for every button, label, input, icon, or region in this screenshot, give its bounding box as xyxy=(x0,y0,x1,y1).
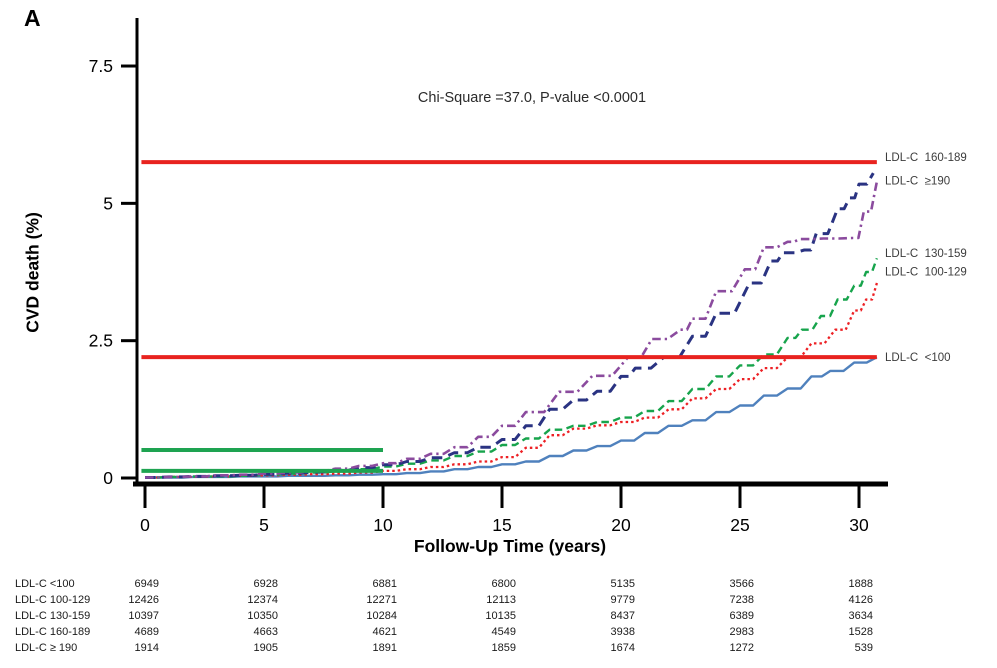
y-tick-label: 5 xyxy=(103,193,113,213)
risk-count: 5135 xyxy=(611,578,635,590)
risk-count: 1272 xyxy=(730,642,754,654)
x-tick-label: 20 xyxy=(611,515,631,535)
risk-count: 10397 xyxy=(128,610,159,622)
curve-label: LDL-C 130-159 xyxy=(885,248,967,260)
risk-count: 12426 xyxy=(128,594,159,606)
y-axis-title: CVD death (%) xyxy=(22,212,43,333)
risk-count: 3566 xyxy=(730,578,754,590)
risk-count: 12271 xyxy=(366,594,397,606)
x-tick-label: 5 xyxy=(259,515,269,535)
risk-count: 1674 xyxy=(611,642,635,654)
risk-count: 4549 xyxy=(492,626,516,638)
risk-count: 2983 xyxy=(730,626,754,638)
x-tick-label: 0 xyxy=(140,515,150,535)
risk-count: 10135 xyxy=(485,610,516,622)
x-tick-label: 15 xyxy=(492,515,511,535)
risk-count: 3938 xyxy=(611,626,635,638)
x-axis-title: Follow-Up Time (years) xyxy=(413,536,607,556)
risk-count: 1859 xyxy=(492,642,516,654)
risk-count: 3634 xyxy=(849,610,873,622)
risk-row-label: LDL-C <100 xyxy=(15,578,75,590)
x-tick-label: 10 xyxy=(373,515,393,535)
risk-count: 6800 xyxy=(492,578,516,590)
risk-row-label: LDL-C 100-129 xyxy=(15,594,90,606)
risk-row-label: LDL-C ≥ 190 xyxy=(15,642,77,654)
risk-count: 4126 xyxy=(849,594,873,606)
y-tick-label: 0 xyxy=(103,468,113,488)
risk-count: 7238 xyxy=(730,594,754,606)
risk-count: 6389 xyxy=(730,610,754,622)
panel-label: A xyxy=(24,5,41,31)
risk-count: 6881 xyxy=(373,578,397,590)
risk-count: 12374 xyxy=(247,594,278,606)
x-tick-label: 30 xyxy=(849,515,869,535)
curve-dashdot xyxy=(145,181,879,479)
risk-count: 4663 xyxy=(254,626,278,638)
risk-count: 4621 xyxy=(373,626,397,638)
risk-count: 1528 xyxy=(849,626,873,638)
curve-longdash xyxy=(145,172,875,479)
curve-label: LDL-C <100 xyxy=(885,352,951,364)
curve-label: LDL-C ≥190 xyxy=(885,175,950,187)
curve-solid xyxy=(145,356,878,479)
y-tick-label: 2.5 xyxy=(89,331,113,351)
risk-count: 10350 xyxy=(247,610,278,622)
curve-label: LDL-C 100-129 xyxy=(885,266,967,278)
risk-count: 1891 xyxy=(373,642,397,654)
risk-count: 12113 xyxy=(486,594,516,606)
y-tick-label: 7.5 xyxy=(89,56,113,76)
risk-count: 539 xyxy=(855,642,873,654)
curve-label: LDL-C 160-189 xyxy=(885,152,967,164)
risk-count: 6949 xyxy=(135,578,159,590)
chi-square-annotation: Chi-Square =37.0, P-value <0.0001 xyxy=(417,90,647,106)
risk-count: 8437 xyxy=(611,610,635,622)
risk-count: 1888 xyxy=(849,578,873,590)
risk-count: 9779 xyxy=(611,594,635,606)
risk-count: 10284 xyxy=(366,610,397,622)
risk-count: 4689 xyxy=(135,626,159,638)
x-tick-label: 25 xyxy=(730,515,749,535)
risk-row-label: LDL-C 130-159 xyxy=(15,610,90,622)
risk-count: 6928 xyxy=(254,578,278,590)
risk-count: 1905 xyxy=(254,642,278,654)
risk-row-label: LDL-C 160-189 xyxy=(15,626,90,638)
risk-count: 1914 xyxy=(135,642,159,654)
